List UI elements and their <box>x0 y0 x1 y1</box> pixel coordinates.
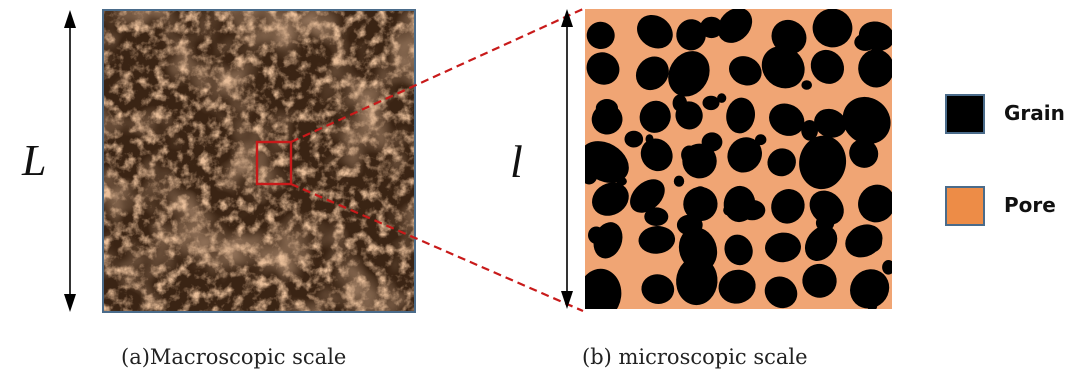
grain-small <box>702 95 720 111</box>
grain <box>771 19 807 55</box>
grain <box>809 190 844 225</box>
grain-small <box>801 80 812 90</box>
grain-small <box>864 231 883 252</box>
grain-layer <box>585 9 892 309</box>
grain <box>858 49 892 88</box>
grain-small <box>854 33 877 51</box>
grain <box>724 234 753 266</box>
legend-swatch-grain <box>945 94 985 134</box>
grain-small <box>650 113 664 127</box>
grain-small <box>755 134 767 146</box>
zoom-region-box <box>255 140 293 186</box>
grain <box>718 269 756 304</box>
grain-small <box>624 130 644 148</box>
grain-small <box>638 188 654 200</box>
grain-small <box>717 93 727 103</box>
grain <box>810 49 845 84</box>
grain <box>812 9 853 48</box>
grain <box>764 276 798 309</box>
macroscopic-texture <box>103 10 415 312</box>
grain <box>767 148 796 177</box>
grain <box>586 21 615 50</box>
grain-small <box>801 120 818 141</box>
grain-small <box>588 226 605 244</box>
grain <box>849 138 879 168</box>
zoom-line-bottom <box>290 182 584 313</box>
grain-small <box>693 186 707 200</box>
microscopic-panel <box>585 9 892 309</box>
macro-scale-label: L <box>21 136 46 185</box>
grain-small <box>645 134 654 144</box>
micro-scale-arrow <box>561 9 573 309</box>
grain <box>814 108 847 138</box>
grain <box>676 256 718 306</box>
micro-scale-label: l <box>510 136 523 187</box>
grain <box>641 274 675 304</box>
grain <box>802 263 837 298</box>
grain <box>799 135 847 190</box>
grain-small <box>616 176 627 186</box>
grain <box>676 19 706 51</box>
legend-label-pore: Pore <box>1004 193 1056 217</box>
grain <box>761 45 805 89</box>
grain-small <box>676 214 703 236</box>
macro-scale-arrow <box>64 10 76 312</box>
legend-swatch-pore <box>945 186 985 226</box>
caption-macroscopic: (a)Macroscopic scale <box>121 345 347 369</box>
zoom-line-top <box>290 7 584 144</box>
grain <box>726 97 755 134</box>
grain <box>804 225 838 261</box>
grain <box>638 226 676 254</box>
grain <box>769 103 805 136</box>
macroscopic-panel <box>102 9 416 313</box>
grain-small <box>595 99 619 118</box>
grain-small <box>723 205 733 216</box>
grain <box>728 56 762 86</box>
grain <box>717 9 753 43</box>
grain <box>585 268 622 309</box>
grain-small <box>681 145 698 165</box>
grain-small <box>815 214 835 232</box>
grain <box>668 51 710 97</box>
grain-small <box>644 207 669 226</box>
grain-small <box>867 302 878 309</box>
caption-microscopic: (b) microscopic scale <box>582 345 808 369</box>
grain-small <box>673 175 685 187</box>
grain <box>842 96 891 145</box>
legend-label-grain: Grain <box>1004 101 1065 125</box>
grain <box>771 189 805 224</box>
grain <box>850 269 890 309</box>
grain-small <box>882 260 892 275</box>
grain <box>637 14 673 49</box>
grain-small <box>701 132 723 152</box>
grain-small <box>700 16 723 39</box>
grain <box>858 184 892 223</box>
grain-small <box>672 94 687 112</box>
grain <box>592 182 629 216</box>
grain-small <box>585 165 598 185</box>
grain <box>635 56 669 91</box>
grain-small <box>739 199 766 221</box>
macroscopic-frame <box>102 9 416 313</box>
grain <box>586 52 620 85</box>
grain <box>727 137 762 173</box>
grain <box>765 232 801 263</box>
grain <box>683 186 718 222</box>
grain <box>640 138 673 172</box>
